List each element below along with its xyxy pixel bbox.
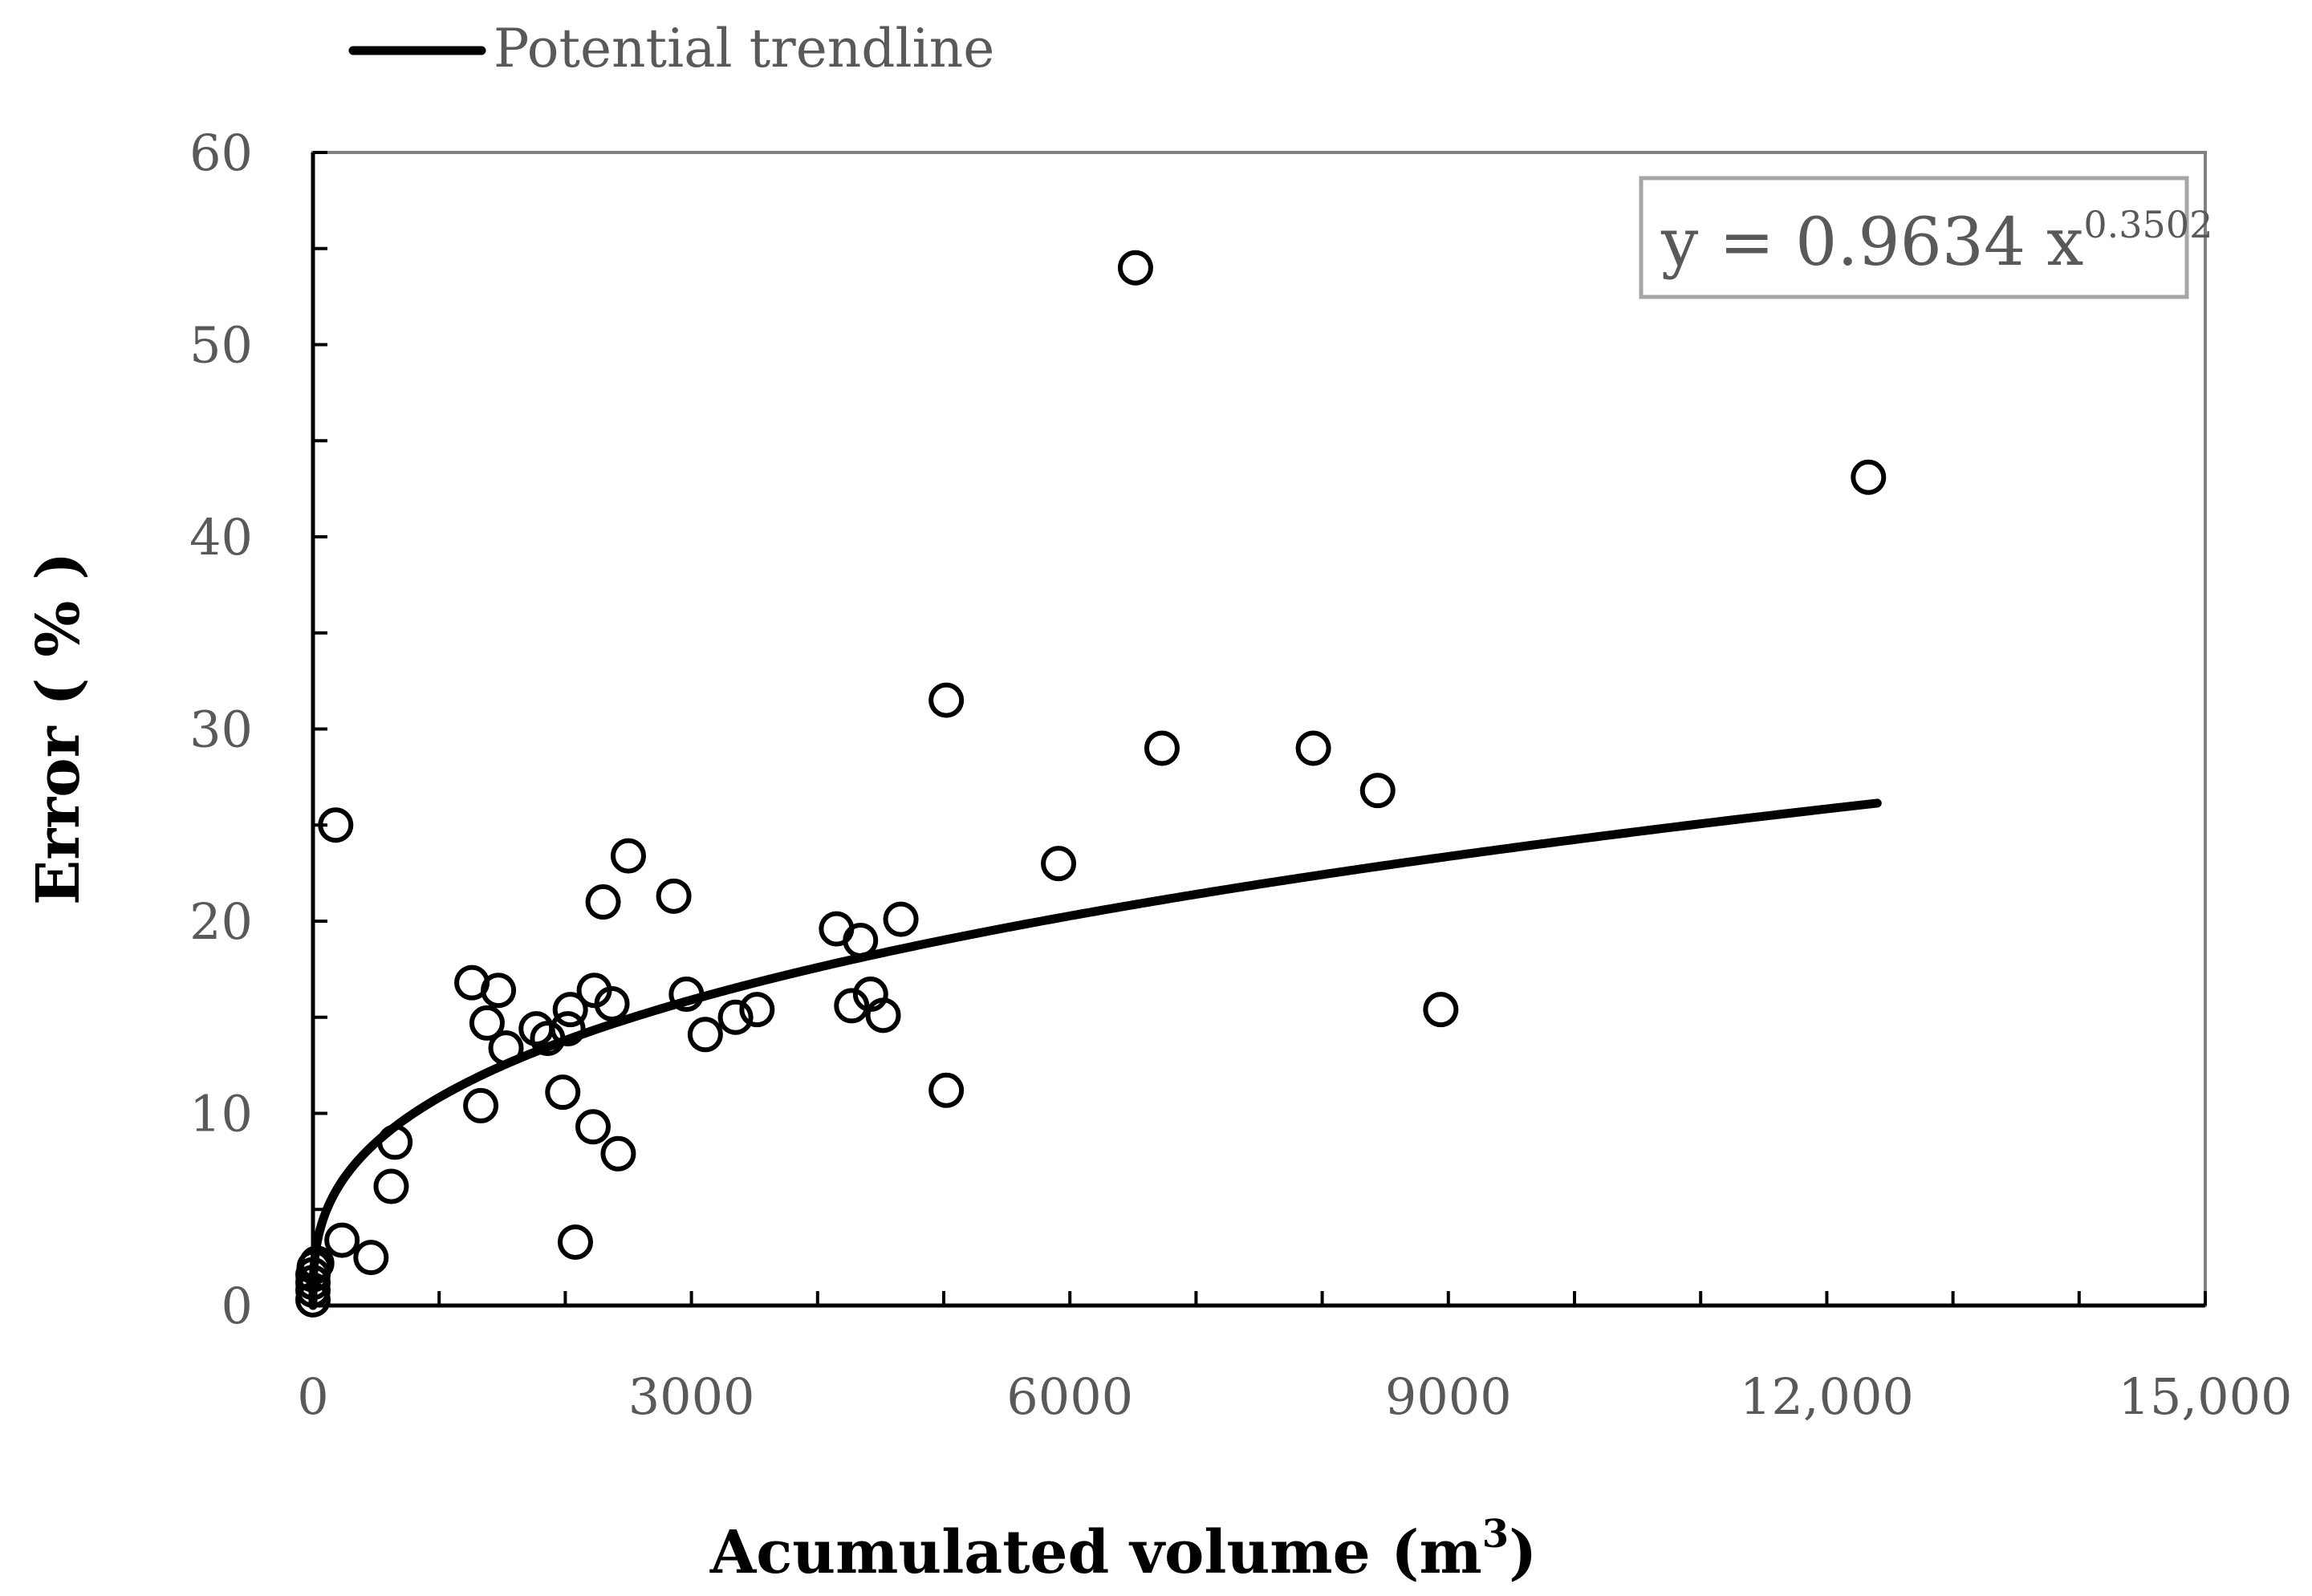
axis-ticks	[313, 152, 2205, 1306]
data-point	[560, 1227, 591, 1257]
data-point	[1363, 775, 1393, 806]
y-tick-label: 20	[189, 892, 253, 951]
data-point	[931, 685, 961, 716]
data-point	[578, 1111, 608, 1142]
y-tick-label: 60	[189, 124, 253, 182]
data-point	[1147, 733, 1177, 763]
data-points	[298, 253, 1883, 1315]
data-point	[376, 1172, 406, 1202]
data-point	[1853, 462, 1883, 493]
data-point	[886, 904, 916, 935]
x-tick-label: 15,000	[2119, 1367, 2293, 1426]
x-axis-title-sup: 3	[1482, 1512, 1509, 1557]
x-axis-title: Acumulated volume (m3)	[709, 1512, 1537, 1587]
equation-base: y = 0.9634 x	[1660, 205, 2083, 281]
x-tick-label: 0	[297, 1367, 328, 1426]
equation-box: y = 0.9634 x0.3502	[1641, 178, 2212, 297]
data-point	[613, 841, 644, 871]
y-tick-label: 50	[189, 316, 253, 375]
x-tick-label: 6000	[1006, 1367, 1133, 1426]
data-point	[491, 1033, 522, 1063]
axis-tick-labels: 0 3000 6000 9000 12,000 15,000 0 10 20 30 40 50 60	[189, 124, 2292, 1426]
plot-frame	[313, 152, 2205, 1306]
y-tick-label: 40	[189, 508, 253, 567]
y-tick-label: 0	[221, 1277, 253, 1335]
equation-exponent: 0.3502	[2083, 203, 2212, 246]
legend-label: Potential trendline	[494, 18, 994, 79]
x-axis-title-main: Acumulated volume (m	[709, 1518, 1482, 1587]
data-point	[356, 1242, 386, 1273]
data-point	[690, 1019, 721, 1050]
data-point	[1298, 733, 1329, 763]
x-tick-label: 9000	[1385, 1367, 1512, 1426]
data-point	[588, 887, 619, 917]
y-axis-title: Error ( % )	[24, 552, 93, 905]
x-tick-label: 12,000	[1740, 1367, 1914, 1426]
scatter-chart: Potential trendline 0 3000 6000 9000 12,000 1…	[0, 0, 2312, 1596]
data-point	[547, 1077, 578, 1107]
y-tick-label: 10	[189, 1085, 253, 1143]
legend: Potential trendline	[353, 18, 994, 79]
data-point	[1425, 994, 1456, 1025]
data-point	[327, 1225, 357, 1256]
y-tick-label: 30	[189, 701, 253, 759]
x-tick-label: 3000	[628, 1367, 755, 1426]
data-point	[1120, 253, 1151, 283]
x-axis-title-end: )	[1509, 1518, 1537, 1587]
data-point	[659, 881, 689, 912]
data-point	[603, 1139, 633, 1169]
data-point	[465, 1090, 496, 1121]
data-point	[1043, 848, 1074, 879]
data-point	[931, 1075, 961, 1106]
